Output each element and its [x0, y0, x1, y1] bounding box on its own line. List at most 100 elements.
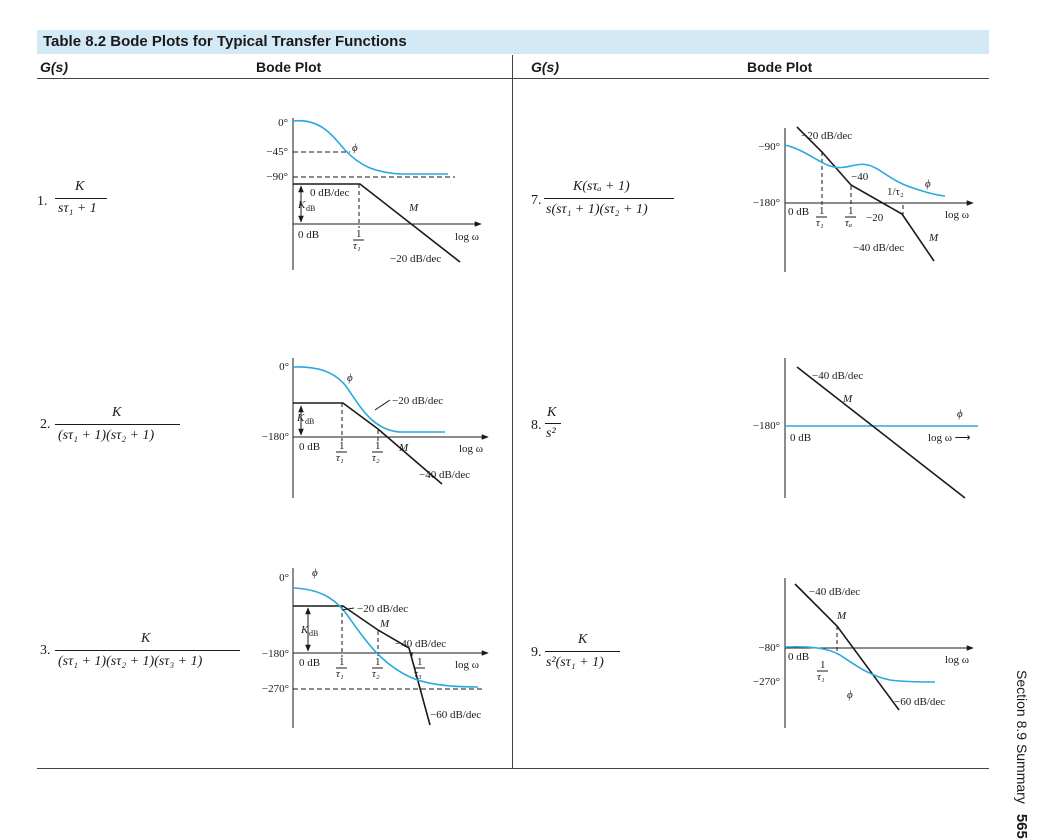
label-deg0: 0° — [278, 117, 288, 129]
phase-curve — [292, 119, 448, 175]
magnitude-curve — [796, 366, 966, 499]
label-tau1-den: τ₁ — [336, 452, 344, 464]
header-bode-left: Bode Plot — [256, 59, 322, 75]
label-deg270: −270° — [753, 676, 780, 688]
label-slope: −40 dB/dec — [812, 370, 863, 382]
label-deg0: 0° — [279, 361, 289, 373]
section-title: Section 8.9 Summary — [1014, 670, 1030, 804]
label-deg90: −90° — [266, 171, 288, 183]
label-m: M — [842, 393, 853, 405]
label-tau1-den: τ₁ — [336, 668, 344, 680]
label-m: M — [398, 442, 409, 454]
label-m: M — [928, 232, 939, 244]
denominator: sτ₁ + 1 — [58, 201, 97, 216]
label-slope40: −40 dB/dec — [853, 242, 904, 254]
label-logw: log ω ⟶ — [928, 432, 971, 444]
label-deg180: −180° — [262, 648, 289, 660]
label-logw: log ω — [945, 209, 969, 221]
label-kdb-sub: dB — [306, 204, 315, 213]
denominator: s² — [546, 426, 556, 441]
label-slope2: −40 dB/dec — [395, 638, 446, 650]
header-bode-right: Bode Plot — [747, 59, 813, 75]
denominator: s²(sτ₁ + 1) — [546, 655, 604, 670]
label-tau2-den: τ₂ — [372, 668, 380, 680]
denominator: (sτ₁ + 1)(sτ₂ + 1)(sτ₃ + 1) — [58, 654, 203, 669]
phase-curve — [784, 144, 946, 197]
label-slope1: −20 dB/dec — [392, 395, 443, 407]
label-0db: 0 dB — [299, 657, 320, 669]
label-logw: log ω — [455, 231, 479, 243]
label-tau2-num: 1 — [375, 440, 381, 452]
phase-curve — [292, 366, 445, 433]
fraction-line — [545, 651, 620, 652]
header-rule — [37, 78, 989, 79]
label-phi: ϕ — [925, 178, 931, 190]
label-0db: 0 dB — [790, 432, 811, 444]
label-tau2-num: 1 — [375, 656, 381, 668]
label-tau1-num: 1 — [820, 659, 826, 671]
bottom-rule — [37, 768, 989, 769]
formula-number: 2. — [40, 417, 51, 432]
label-0db: 0 dB — [299, 441, 320, 453]
fraction-line — [55, 424, 180, 425]
label-deg180: −180° — [753, 420, 780, 432]
phase-curve — [784, 645, 936, 683]
magnitude-curve — [293, 605, 431, 726]
label-tau3-den: τ₃ — [414, 668, 422, 680]
column-divider — [512, 55, 513, 768]
label-deg45: −45° — [266, 146, 288, 158]
label-deg270: −270° — [262, 683, 289, 695]
label-deg90: −90° — [758, 141, 780, 153]
label-kdb-sub: dB — [305, 417, 314, 426]
numerator: K — [75, 179, 85, 194]
label-taua-num: 1 — [848, 205, 854, 217]
numerator: K — [578, 632, 588, 647]
fraction-line — [545, 423, 561, 424]
label-tau1-den: τ₁ — [817, 671, 825, 683]
label-0db: 0 dB — [298, 229, 319, 241]
fraction-line — [55, 198, 107, 199]
magnitude-curve — [796, 126, 935, 262]
label-s40: −40 — [851, 171, 869, 183]
slope-pointer — [374, 399, 391, 411]
header-gs-right: G(s) — [531, 59, 559, 75]
phase-curve — [292, 587, 479, 688]
label-slope1: −20 dB/dec — [390, 253, 441, 265]
label-phi: ϕ — [347, 372, 353, 384]
label-slope60: −60 dB/dec — [894, 696, 945, 708]
label-tau2-den: τ₂ — [372, 452, 380, 464]
label-kdb-sub: dB — [309, 629, 318, 638]
label-deg80: −80° — [758, 642, 780, 654]
magnitude-curve — [293, 402, 443, 485]
numerator: K(sτₐ + 1) — [573, 179, 630, 194]
formula-number: 9. — [531, 645, 542, 660]
label-deg0: 0° — [279, 572, 289, 584]
label-tau1-den: τ₁ — [816, 217, 824, 229]
bode-plot-1: 0° −45° −90° ϕ 0 dB/dec K dB 0 dB 1 τ₁ M… — [266, 117, 482, 270]
bode-plot-3: 0° −180° −270° ϕ −20 dB/dec M K dB −40 d… — [262, 567, 489, 728]
label-kdb: K — [297, 199, 306, 211]
formula-number: 3. — [40, 643, 51, 658]
label-tau-den: τ₁ — [353, 240, 361, 252]
magnitude-curve — [794, 583, 900, 711]
label-slope3: −60 dB/dec — [430, 709, 481, 721]
label-slope1: −20 dB/dec — [357, 603, 408, 615]
bode-plot-7: −90° −180° −20 dB/dec −40 1/τ₂ ϕ 0 dB 1 … — [753, 126, 974, 272]
label-logw: log ω — [455, 659, 479, 671]
label-phi: ϕ — [352, 142, 358, 154]
formula-number: 7. — [531, 193, 542, 208]
table-title: Table 8.2 Bode Plots for Typical Transfe… — [43, 33, 407, 50]
label-logw: log ω — [945, 654, 969, 666]
label-slope0: 0 dB/dec — [310, 187, 350, 199]
formula-number: 1. — [37, 194, 48, 209]
label-inv-tau2: 1/τ₂ — [887, 186, 904, 198]
label-kdb: K — [296, 412, 305, 424]
label-slope2: −40 dB/dec — [419, 469, 470, 481]
numerator: K — [547, 405, 557, 420]
label-tau1-num: 1 — [339, 656, 345, 668]
denominator: (sτ₁ + 1)(sτ₂ + 1) — [58, 428, 155, 443]
formula-number: 8. — [531, 418, 542, 433]
label-s20: −20 — [866, 212, 884, 224]
label-logw: log ω — [459, 443, 483, 455]
label-m: M — [379, 618, 390, 630]
